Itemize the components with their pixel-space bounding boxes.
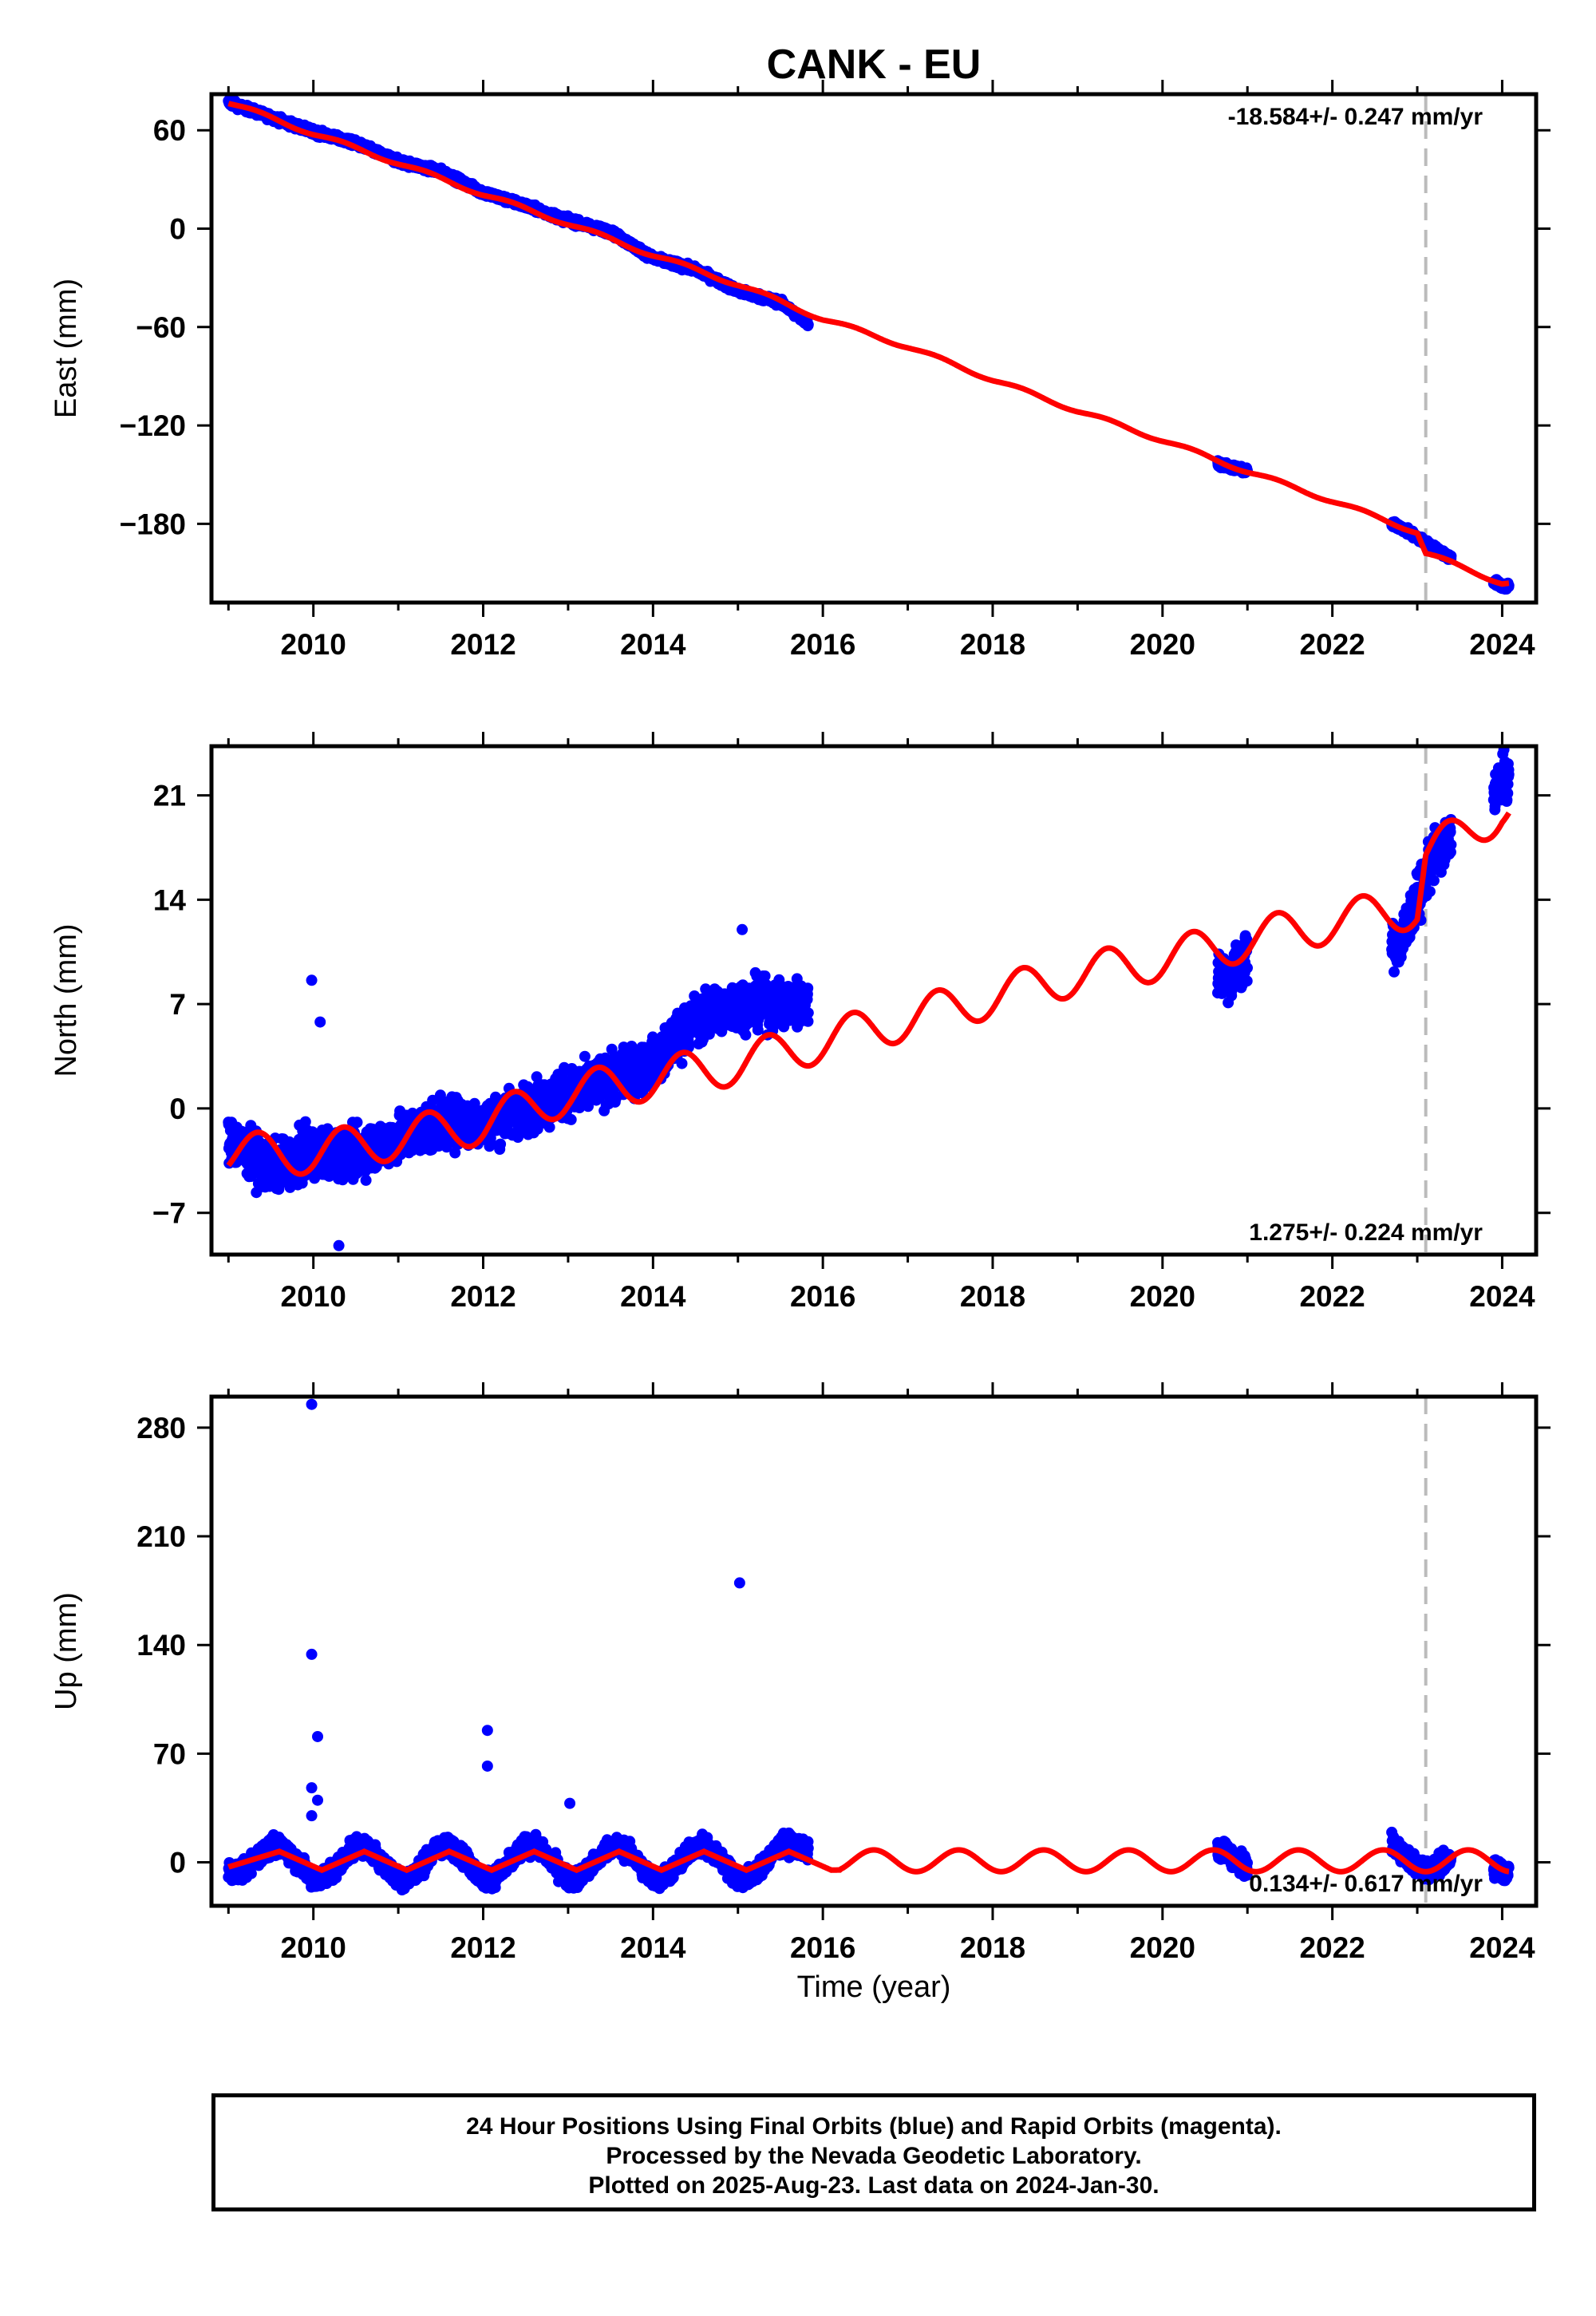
y-tick-label: 60 <box>153 114 186 147</box>
panels: 60 0 −60 −120 −180 2010 2012 2014 2016 2018 2020 20… <box>49 80 1551 2004</box>
data-point <box>531 1071 543 1083</box>
x-tick-label: 2012 <box>450 628 516 661</box>
data-point <box>512 1132 523 1143</box>
x-tick-label: 2018 <box>960 628 1025 661</box>
chart-title: CANK - EU <box>767 41 982 88</box>
x-tick-label: 2020 <box>1130 628 1195 661</box>
panel-east: 60 0 −60 −120 −180 2010 2012 2014 2016 2018 2020 20… <box>49 80 1551 661</box>
y-tick-label: −180 <box>120 508 186 540</box>
data-point <box>495 1138 507 1150</box>
model-curve <box>227 101 1510 587</box>
data-point <box>449 1147 461 1159</box>
y-tick-label: 0 <box>169 212 186 245</box>
x-tick-label: 2014 <box>620 628 686 661</box>
x-tick-label: 2022 <box>1299 628 1365 661</box>
x-tick-label: 2010 <box>281 628 346 661</box>
data-point <box>543 1121 555 1133</box>
data-point <box>485 1137 497 1149</box>
x-tick-label: 2024 <box>1469 628 1535 661</box>
data-point <box>360 1174 372 1186</box>
data-point <box>802 318 814 330</box>
y-tick-label: −60 <box>136 311 186 344</box>
data-point <box>676 1057 688 1069</box>
data-points <box>223 746 1515 1251</box>
plot-frame <box>209 92 1539 605</box>
y-axis-label: East (mm) <box>49 279 83 418</box>
data-point <box>351 1117 363 1128</box>
y-tick-label: −120 <box>120 409 186 442</box>
data-point <box>299 1116 311 1128</box>
data-point <box>565 1113 577 1125</box>
velocity-annotation: -18.584+/- 0.247 mm/yr <box>1228 104 1483 130</box>
x-tick-label: 2016 <box>790 628 855 661</box>
data-point <box>579 1050 591 1062</box>
